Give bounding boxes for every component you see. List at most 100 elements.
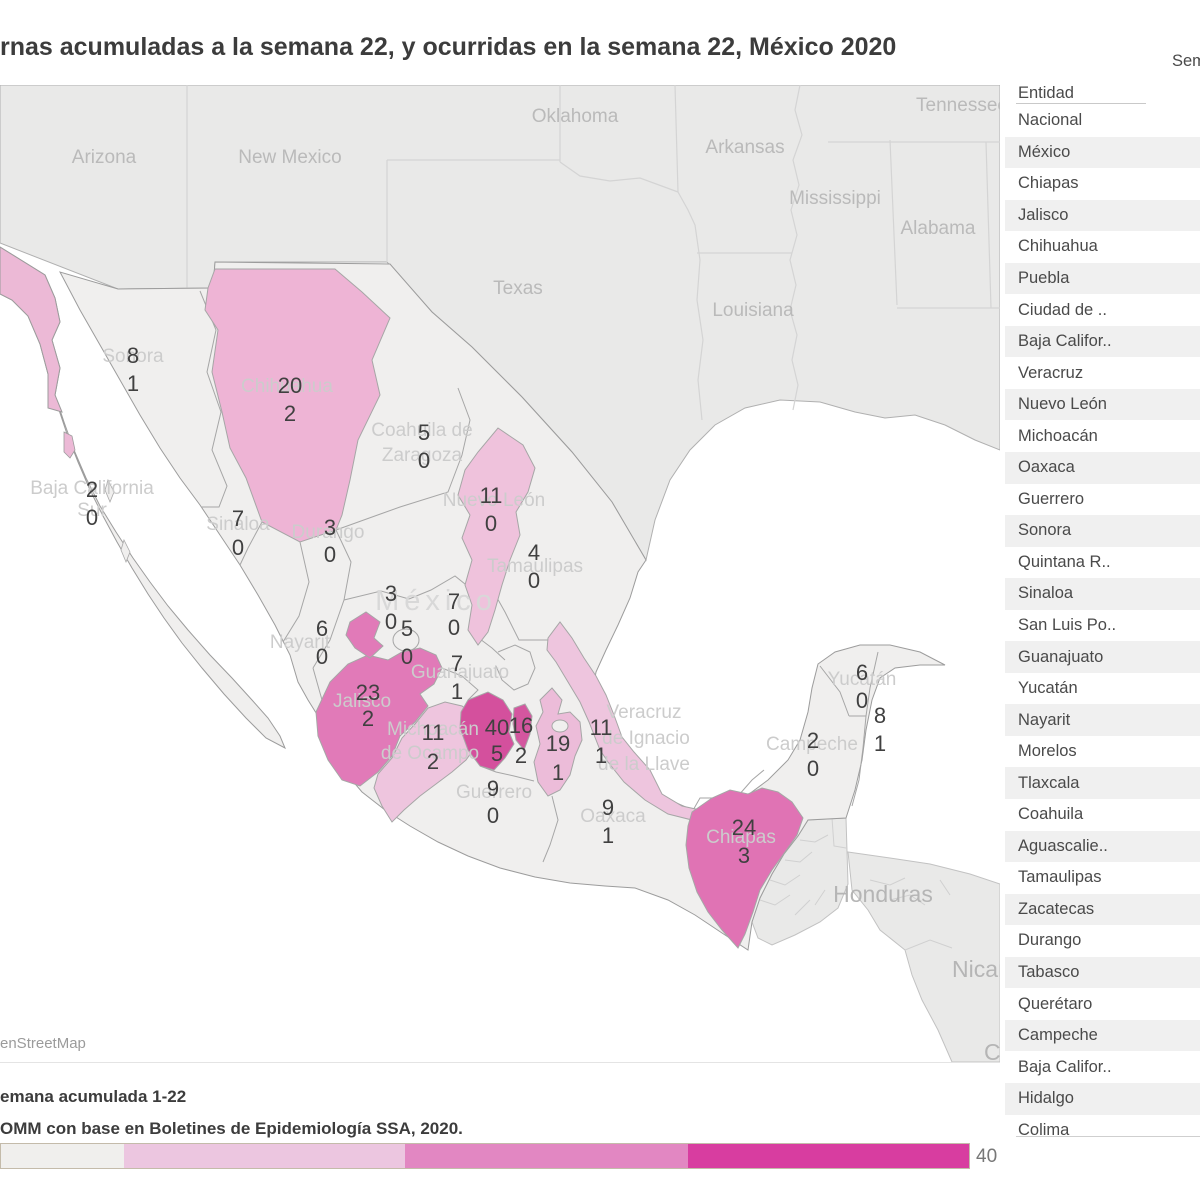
table-row[interactable]: Coahuila <box>1018 805 1084 824</box>
label-jalisco: Jalisco <box>333 691 391 712</box>
table-row[interactable]: Tamaulipas <box>1018 868 1102 887</box>
table-row[interactable]: Quintana R.. <box>1018 552 1111 571</box>
value-tamaulipas-acc: 4 <box>528 540 540 565</box>
value-durango-acc: 3 <box>324 515 336 540</box>
table-rows: Nacional México Chiapas Jalisco Chihuahu… <box>1005 105 1200 1146</box>
table-row[interactable]: Tabasco <box>1005 956 1200 989</box>
value-chihuahua-acc: 20 <box>278 373 302 398</box>
label-alabama: Alabama <box>901 218 976 239</box>
table-row[interactable]: Hidalgo <box>1005 1082 1200 1115</box>
value-aguascalientes-acc: 5 <box>401 616 413 641</box>
table-row[interactable]: Colima <box>1018 1120 1070 1139</box>
table-row[interactable]: Chihuahua <box>1018 237 1098 256</box>
label-louisiana: Louisiana <box>712 300 794 321</box>
label-veracruz-1: Veracruz <box>607 702 682 723</box>
label-arizona: Arizona <box>72 147 137 168</box>
label-guanajuato: Guanajuato <box>411 662 509 683</box>
table-row[interactable]: Chiapas <box>1018 174 1079 193</box>
value-chiapas-acc: 24 <box>732 815 756 840</box>
table-row[interactable]: Durango <box>1018 931 1082 950</box>
label-mississippi: Mississippi <box>789 188 881 209</box>
value-sonora-acc: 8 <box>127 343 139 368</box>
label-c: C <box>984 1039 1000 1062</box>
state-cdmx[interactable] <box>512 703 533 751</box>
table-row[interactable]: San Luis Po.. <box>1018 616 1117 635</box>
table-row[interactable]: Jalisco <box>1005 199 1200 232</box>
value-qroo-acc: 8 <box>874 703 886 728</box>
table-row[interactable]: Aguascalie.. <box>1005 830 1200 863</box>
label-texas: Texas <box>493 278 543 299</box>
label-new-mexico: New Mexico <box>238 147 341 168</box>
label-guerrero: Guerrero <box>456 782 532 803</box>
label-arkansas: Arkansas <box>705 137 784 158</box>
table-row[interactable]: Ciudad de .. <box>1018 300 1107 319</box>
label-michoacan-2: de Ocampo <box>381 743 479 764</box>
table-row[interactable]: Morelos <box>1018 742 1077 761</box>
state-tlaxcala[interactable] <box>551 719 569 733</box>
state-jalisco-exclave[interactable] <box>345 611 384 659</box>
table-row[interactable]: Nacional <box>1018 111 1083 130</box>
state-mexico[interactable] <box>459 691 515 771</box>
table-row[interactable]: Baja Califor.. <box>1005 325 1200 358</box>
table-row[interactable]: Puebla <box>1005 262 1200 295</box>
map-container: Arizona New Mexico Oklahoma Tennessee Ar… <box>0 84 1019 1065</box>
column-header-semana[interactable]: Sem <box>1172 52 1200 70</box>
label-honduras: Honduras <box>833 881 933 907</box>
table-row[interactable]: Nayarit <box>1005 704 1200 736</box>
label-yucatan: Yucatán <box>828 669 897 690</box>
value-guerrero-acc: 9 <box>487 776 499 801</box>
value-tamaulipas-week: 0 <box>528 568 540 593</box>
column-header-entidad[interactable]: Entidad <box>1018 84 1074 102</box>
state-chiapas[interactable] <box>685 787 804 949</box>
value-chihuahua-week: 2 <box>284 401 296 426</box>
legend-segment-4 <box>687 1144 970 1168</box>
table-row[interactable]: Yucatán <box>1018 679 1078 698</box>
value-durango-week: 0 <box>324 542 336 567</box>
table-row[interactable]: Veracruz <box>1018 363 1084 382</box>
table-row[interactable]: Tlaxcala <box>1005 767 1200 800</box>
label-durango: Durango <box>292 522 365 543</box>
table-row[interactable]: Guanajuato <box>1005 641 1200 673</box>
table-row[interactable]: Zacatecas <box>1005 893 1200 926</box>
table-row[interactable]: Campeche <box>1005 1019 1200 1052</box>
color-legend[interactable] <box>0 1143 970 1169</box>
value-nl-acc: 11 <box>480 483 503 508</box>
value-bcs-week: 0 <box>86 505 98 530</box>
us-state-borders <box>186 84 1000 421</box>
label-coahuila-1: Coahuila de <box>371 420 472 441</box>
table-row[interactable]: Michoacán <box>1018 426 1098 445</box>
value-yucatan-week: 0 <box>856 688 868 713</box>
gulf-islands <box>104 478 131 564</box>
value-aguascalientes-week: 0 <box>401 644 413 669</box>
value-zacatecas-week: 0 <box>385 609 397 634</box>
footnote-week: emana acumulada 1-22 <box>0 1087 187 1106</box>
value-oaxaca-week: 1 <box>602 823 614 848</box>
label-oklahoma: Oklahoma <box>532 106 619 127</box>
state-nuevo-leon[interactable] <box>457 427 536 646</box>
table-row[interactable]: Sinaloa <box>1005 578 1200 610</box>
central-america-borders <box>759 817 953 951</box>
table-row[interactable]: Oaxaca <box>1005 452 1200 484</box>
state-baja-california[interactable] <box>0 246 63 413</box>
label-sinaloa: Sinaloa <box>206 514 270 535</box>
value-qroo-week: 1 <box>874 731 886 756</box>
state-michoacan[interactable] <box>373 701 483 823</box>
table-row[interactable]: Baja Califor.. <box>1018 1057 1112 1076</box>
table-row[interactable]: Guerrero <box>1018 489 1085 508</box>
table-row[interactable]: Sonora <box>1005 515 1200 547</box>
mexico-choropleth-map[interactable]: Arizona New Mexico Oklahoma Tennessee Ar… <box>0 84 1019 1065</box>
value-slp-week: 0 <box>448 615 460 640</box>
value-guerrero-week: 0 <box>487 803 499 828</box>
value-sinaloa-acc: 7 <box>232 506 244 531</box>
state-jalisco[interactable] <box>315 647 443 787</box>
table-row[interactable]: México <box>1005 136 1200 169</box>
baja-island <box>63 431 76 459</box>
label-chihuahua: Chihuahua <box>241 376 333 397</box>
table-row[interactable]: Querétaro <box>1018 994 1093 1013</box>
value-coahuila-acc: 5 <box>418 420 430 445</box>
table-row[interactable]: Nuevo León <box>1005 388 1200 421</box>
state-chihuahua[interactable] <box>204 268 391 543</box>
state-puebla[interactable] <box>533 687 583 797</box>
honduras-nicaragua <box>847 851 1001 1063</box>
